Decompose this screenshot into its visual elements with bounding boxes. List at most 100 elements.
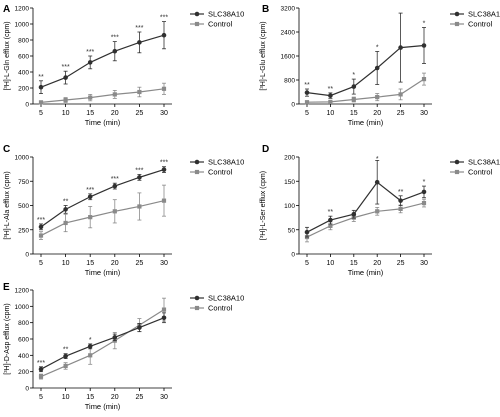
significance-mark: ** bbox=[328, 86, 334, 93]
legend-marker bbox=[194, 295, 200, 301]
y-tick-label: 200 bbox=[284, 155, 295, 162]
legend-marker bbox=[454, 11, 460, 17]
significance-mark: *** bbox=[86, 187, 94, 194]
y-tick-label: 400 bbox=[18, 353, 29, 360]
legend-marker bbox=[454, 21, 460, 27]
y-axis-label: [³H]-L-Glu efflux (cpm) bbox=[260, 21, 267, 90]
y-tick-label: 1200 bbox=[15, 288, 30, 295]
series-line bbox=[40, 169, 165, 228]
y-tick-label: 150 bbox=[284, 179, 295, 186]
x-tick-label: 5 bbox=[39, 260, 43, 267]
legend-marker bbox=[194, 159, 200, 165]
x-tick-label: 10 bbox=[327, 110, 335, 117]
data-point bbox=[304, 100, 310, 105]
y-tick-label: 250 bbox=[18, 227, 29, 234]
x-tick-label: 25 bbox=[136, 110, 144, 117]
y-tick-label: 600 bbox=[18, 54, 29, 61]
series-slc38a10 bbox=[38, 312, 167, 373]
series-control bbox=[38, 82, 167, 105]
data-point bbox=[63, 220, 68, 226]
series-line bbox=[40, 34, 165, 88]
series-line bbox=[40, 317, 165, 370]
significance-mark: *** bbox=[86, 49, 94, 56]
data-point bbox=[63, 207, 68, 212]
y-tick-label: 1000 bbox=[15, 22, 30, 29]
x-tick-label: 15 bbox=[86, 260, 94, 267]
series-line bbox=[40, 200, 165, 237]
significance-mark: ** bbox=[63, 199, 69, 206]
data-point bbox=[375, 95, 380, 100]
legend-marker bbox=[454, 159, 460, 165]
y-tick-label: 1000 bbox=[15, 155, 30, 162]
legend-label: SLC38A10 bbox=[208, 294, 244, 303]
significance-mark: *** bbox=[111, 176, 119, 183]
data-point bbox=[87, 60, 93, 65]
data-point bbox=[421, 43, 427, 48]
data-point bbox=[38, 224, 44, 230]
significance-mark: ** bbox=[398, 189, 404, 196]
x-tick-label: 10 bbox=[62, 260, 70, 267]
significance-mark: ** bbox=[38, 74, 44, 81]
legend-label: Control bbox=[208, 20, 233, 29]
data-point bbox=[137, 325, 142, 330]
significance-mark: *** bbox=[135, 25, 143, 32]
x-tick-label: 10 bbox=[327, 260, 335, 267]
legend-label: Control bbox=[468, 20, 493, 29]
data-point bbox=[63, 75, 68, 80]
significance-mark: ** bbox=[328, 209, 334, 216]
x-tick-label: 10 bbox=[62, 110, 70, 117]
series-line bbox=[306, 181, 425, 233]
data-point bbox=[137, 40, 142, 45]
panel-d: D 0 50 100 150 200 5 10 15 20 25 30 Time (min) [³H]-L… bbox=[260, 144, 500, 277]
significance-mark: ** bbox=[63, 347, 69, 354]
x-tick-label: 5 bbox=[305, 110, 309, 117]
data-point bbox=[38, 374, 44, 379]
series-slc38a10 bbox=[304, 159, 427, 238]
data-point bbox=[351, 97, 356, 102]
significance-mark: *** bbox=[111, 35, 119, 42]
y-tick-label: 50 bbox=[288, 227, 296, 234]
panel-b: B 0 800 1600 2400 3200 5 10 15 20 25 30 Time (min) [³… bbox=[260, 4, 500, 127]
data-point bbox=[137, 89, 142, 95]
panel-e: E 0 200 400 600 800 1000 1200 5 10 15 20 25 30 Time (m… bbox=[3, 282, 244, 411]
data-point bbox=[161, 198, 167, 203]
data-point bbox=[375, 209, 380, 214]
x-tick-label: 25 bbox=[397, 110, 405, 117]
legend-label: Control bbox=[468, 168, 493, 177]
data-point bbox=[161, 307, 167, 312]
significance-mark: * bbox=[352, 72, 355, 79]
series-slc38a10 bbox=[38, 21, 167, 94]
y-axis-label: [³H]-L-Gln efflux (cpm) bbox=[4, 21, 11, 90]
significance-mark: *** bbox=[160, 15, 168, 22]
data-point bbox=[63, 363, 68, 369]
series-line bbox=[306, 44, 425, 97]
significance-mark: * bbox=[423, 179, 426, 186]
x-tick-label: 20 bbox=[373, 260, 381, 267]
x-tick-label: 25 bbox=[136, 394, 144, 401]
x-tick-label: 10 bbox=[62, 394, 70, 401]
legend-marker bbox=[194, 11, 200, 17]
data-point bbox=[374, 179, 380, 185]
data-point bbox=[87, 344, 93, 349]
x-tick-label: 30 bbox=[160, 394, 168, 401]
x-tick-label: 30 bbox=[160, 110, 168, 117]
data-point bbox=[161, 86, 167, 91]
legend-label: Control bbox=[208, 168, 233, 177]
legend-label: SLC38A10 bbox=[208, 10, 244, 19]
significance-mark: *** bbox=[62, 64, 70, 71]
data-point bbox=[88, 353, 93, 358]
y-tick-label: 600 bbox=[18, 337, 29, 344]
data-point bbox=[137, 175, 142, 180]
x-tick-label: 15 bbox=[86, 110, 94, 117]
series-line bbox=[306, 202, 425, 238]
x-tick-label: 5 bbox=[305, 260, 309, 267]
series-control bbox=[38, 184, 167, 240]
data-point bbox=[161, 315, 167, 321]
x-tick-label: 15 bbox=[350, 110, 358, 117]
series-slc38a10 bbox=[38, 166, 167, 231]
x-tick-label: 25 bbox=[136, 260, 144, 267]
significance-mark: ** bbox=[304, 82, 310, 89]
data-point bbox=[112, 183, 118, 189]
data-point bbox=[328, 93, 333, 98]
